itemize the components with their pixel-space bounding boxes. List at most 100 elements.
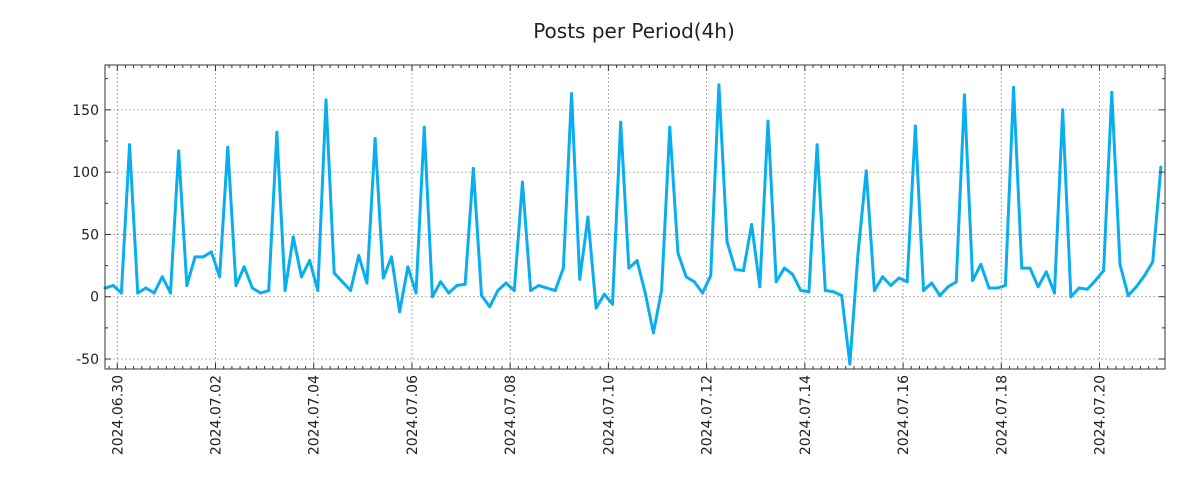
data-point bbox=[774, 280, 778, 284]
data-point bbox=[864, 169, 868, 173]
data-point bbox=[430, 295, 434, 299]
data-point bbox=[275, 130, 279, 134]
data-point bbox=[349, 289, 353, 293]
data-point bbox=[856, 251, 860, 255]
data-point bbox=[815, 143, 819, 147]
data-point bbox=[586, 215, 590, 219]
gridlines bbox=[105, 65, 1165, 369]
data-point bbox=[570, 92, 574, 96]
x-tick-label: 2024.07.08 bbox=[503, 375, 519, 455]
x-tick-label: 2024.07.14 bbox=[798, 375, 814, 455]
data-point bbox=[791, 272, 795, 276]
data-point bbox=[725, 240, 729, 244]
data-point bbox=[684, 275, 688, 279]
data-point bbox=[1077, 286, 1081, 290]
data-point bbox=[177, 149, 181, 153]
data-point bbox=[709, 274, 713, 278]
data-point bbox=[259, 291, 263, 295]
data-point bbox=[365, 281, 369, 285]
data-point bbox=[1159, 165, 1163, 169]
data-point bbox=[144, 286, 148, 290]
data-point bbox=[504, 281, 508, 285]
data-point bbox=[668, 125, 672, 129]
data-point bbox=[848, 362, 852, 366]
data-point bbox=[111, 284, 115, 288]
data-point bbox=[201, 255, 205, 259]
data-point bbox=[545, 286, 549, 290]
data-point bbox=[381, 276, 385, 280]
series-line-posts bbox=[104, 83, 1163, 366]
data-point bbox=[971, 279, 975, 283]
data-point bbox=[610, 302, 614, 306]
y-tick-label: 50 bbox=[81, 227, 99, 243]
data-point bbox=[1044, 270, 1048, 274]
data-point bbox=[905, 280, 909, 284]
data-point bbox=[643, 291, 647, 295]
data-point bbox=[529, 289, 533, 293]
data-point bbox=[422, 125, 426, 129]
x-tick-label: 2024.07.02 bbox=[209, 375, 225, 455]
data-point bbox=[496, 289, 500, 293]
data-point bbox=[128, 143, 132, 147]
data-point bbox=[962, 93, 966, 97]
data-point bbox=[987, 286, 991, 290]
data-point bbox=[488, 305, 492, 309]
x-tick-label: 2024.07.20 bbox=[1093, 375, 1109, 455]
data-point bbox=[1036, 285, 1040, 289]
data-point bbox=[930, 281, 934, 285]
data-point bbox=[414, 291, 418, 295]
data-point bbox=[823, 289, 827, 293]
data-point bbox=[1118, 262, 1122, 266]
data-point bbox=[1102, 269, 1106, 273]
x-tick-label: 2024.07.12 bbox=[700, 375, 716, 455]
data-point bbox=[676, 251, 680, 255]
data-point bbox=[373, 137, 377, 141]
data-point bbox=[439, 280, 443, 284]
data-point bbox=[447, 291, 451, 295]
data-point bbox=[291, 235, 295, 239]
data-point bbox=[234, 284, 238, 288]
x-tick-label: 2024.07.16 bbox=[896, 375, 912, 455]
data-point bbox=[537, 284, 541, 288]
data-point bbox=[1069, 295, 1073, 299]
plot-frame bbox=[104, 64, 1166, 370]
y-tick-label: 0 bbox=[90, 290, 99, 306]
data-point bbox=[332, 271, 336, 275]
data-point bbox=[995, 286, 999, 290]
data-point bbox=[455, 284, 459, 288]
data-point bbox=[152, 291, 156, 295]
data-point bbox=[1061, 108, 1065, 112]
data-point bbox=[692, 280, 696, 284]
data-point bbox=[701, 291, 705, 295]
chart-title: Posts per Period(4h) bbox=[533, 19, 735, 43]
data-point bbox=[660, 289, 664, 293]
data-point bbox=[242, 265, 246, 269]
data-point bbox=[463, 282, 467, 286]
data-point bbox=[922, 289, 926, 293]
data-point bbox=[193, 255, 197, 259]
data-point bbox=[799, 289, 803, 293]
data-point bbox=[1012, 85, 1016, 89]
data-point bbox=[1028, 266, 1032, 270]
data-point bbox=[619, 120, 623, 124]
x-tick-label: 2024.07.04 bbox=[307, 375, 323, 455]
data-point bbox=[872, 289, 876, 293]
data-point bbox=[594, 306, 598, 310]
data-point bbox=[782, 266, 786, 270]
data-point bbox=[283, 289, 287, 293]
data-point bbox=[807, 290, 811, 294]
data-point bbox=[209, 250, 213, 254]
x-tick-label: 2024.07.06 bbox=[405, 375, 421, 455]
data-point bbox=[717, 83, 721, 87]
y-tick-label: -50 bbox=[76, 352, 99, 368]
y-axis: -50 0 50 100 150 bbox=[72, 103, 99, 368]
data-point bbox=[1143, 274, 1147, 278]
data-point bbox=[1110, 90, 1114, 94]
data-point bbox=[897, 276, 901, 280]
data-point bbox=[766, 119, 770, 123]
data-point bbox=[299, 275, 303, 279]
data-point bbox=[938, 293, 942, 297]
y-tick-label: 100 bbox=[72, 165, 99, 181]
data-point bbox=[512, 289, 516, 293]
data-point bbox=[1151, 260, 1155, 264]
